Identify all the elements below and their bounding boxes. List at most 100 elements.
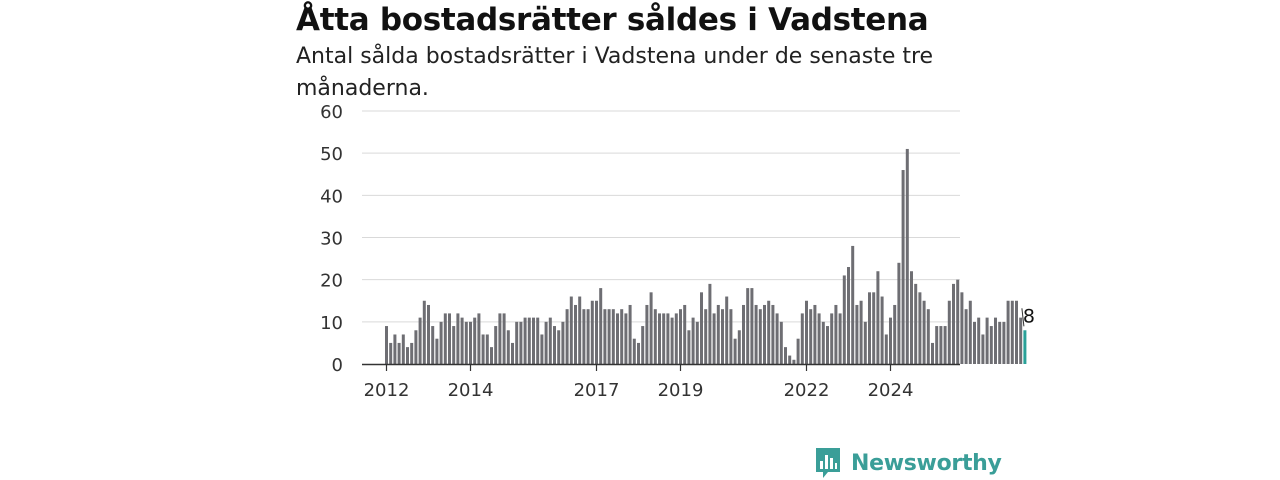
- bar: [561, 321, 565, 364]
- bar: [574, 304, 577, 364]
- bar: [485, 334, 489, 364]
- bar: [973, 321, 976, 364]
- bar: [607, 309, 611, 364]
- y-tick-label: 40: [320, 186, 343, 207]
- bar: [922, 300, 926, 364]
- bar: [716, 304, 720, 364]
- bar: [939, 326, 943, 364]
- bar: [746, 288, 750, 364]
- bar: [989, 326, 993, 364]
- bar: [855, 304, 859, 364]
- y-tick-label: 10: [320, 313, 343, 334]
- bar: [536, 317, 540, 364]
- bar: [670, 317, 674, 364]
- bar: [544, 321, 548, 364]
- bar: [498, 313, 502, 364]
- x-tick-label: 2019: [658, 380, 704, 401]
- bar: [1006, 300, 1010, 364]
- bar: [964, 309, 968, 364]
- bar: [565, 309, 569, 364]
- brand-name: Newsworthy: [851, 450, 1002, 476]
- highlight-leader-line: [1021, 308, 1025, 327]
- x-tick-label: 2024: [868, 380, 914, 401]
- bar: [494, 326, 498, 364]
- bar: [994, 317, 997, 364]
- bar: [901, 170, 905, 364]
- bar: [397, 342, 401, 364]
- bar: [704, 309, 708, 364]
- bar: [809, 309, 813, 364]
- bar: [910, 271, 913, 364]
- bar: [838, 313, 842, 364]
- bar: [897, 262, 901, 364]
- bar: [947, 300, 951, 364]
- bar: [771, 304, 775, 364]
- bar: [826, 326, 829, 364]
- bar: [645, 304, 649, 364]
- bar: [611, 309, 615, 364]
- bar: [523, 317, 527, 364]
- bar: [448, 313, 451, 364]
- bar: [872, 292, 876, 364]
- bar: [649, 292, 653, 364]
- bar: [578, 296, 582, 364]
- bar: [603, 309, 607, 364]
- y-tick-label: 50: [320, 144, 343, 165]
- bar: [641, 326, 645, 364]
- highlight-value-label: 8: [1023, 305, 1035, 327]
- bar: [851, 245, 855, 364]
- bar: [502, 313, 506, 364]
- bar: [817, 313, 821, 364]
- y-tick-label: 60: [320, 102, 343, 123]
- bar: [553, 326, 556, 364]
- bar: [683, 304, 687, 364]
- bar: [792, 359, 796, 364]
- bar: [586, 309, 590, 364]
- bar: [590, 300, 594, 364]
- bar: [477, 313, 481, 364]
- bar: [406, 347, 409, 364]
- bar: [863, 321, 867, 364]
- bar: [981, 334, 985, 364]
- bar: [435, 338, 439, 364]
- bar: [729, 309, 733, 364]
- bar: [918, 292, 922, 364]
- bar: [540, 334, 544, 364]
- bar: [712, 313, 716, 364]
- bar: [616, 313, 619, 364]
- bar: [733, 338, 737, 364]
- bar: [800, 313, 804, 364]
- bar: [595, 300, 598, 364]
- bar: [1019, 317, 1023, 364]
- bar: [515, 321, 519, 364]
- bar: [737, 330, 741, 364]
- bar: [796, 338, 800, 364]
- bar: [859, 300, 863, 364]
- x-tick-label: 2017: [574, 380, 620, 401]
- bar: [1010, 300, 1014, 364]
- bar: [775, 313, 779, 364]
- bar: [687, 330, 691, 364]
- bar: [582, 309, 586, 364]
- bar: [779, 321, 783, 364]
- bar: [481, 334, 485, 364]
- bar: [511, 342, 514, 364]
- bar: [473, 317, 477, 364]
- bar: [691, 317, 695, 364]
- bar: [569, 296, 573, 364]
- bar: [527, 317, 531, 364]
- bar: [998, 321, 1002, 364]
- chart-title: Åtta bostadsrätter såldes i Vadstena: [296, 2, 929, 38]
- bar: [805, 300, 808, 364]
- bar: [876, 271, 880, 364]
- bar: [410, 342, 414, 364]
- bar: [985, 317, 989, 364]
- bar: [548, 317, 552, 364]
- bar: [931, 342, 934, 364]
- bar: [750, 288, 754, 364]
- bar: [599, 288, 603, 364]
- bar: [674, 313, 678, 364]
- bar: [519, 321, 523, 364]
- bar: [784, 347, 787, 364]
- bar: [905, 148, 909, 364]
